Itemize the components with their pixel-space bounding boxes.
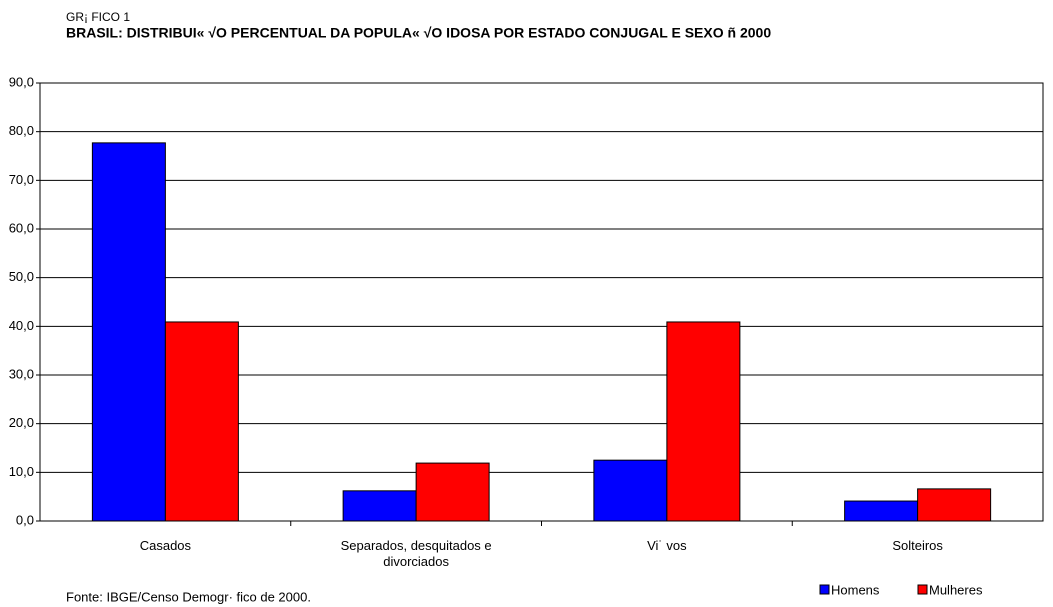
legend-swatch [917,584,928,595]
bar [666,321,741,522]
legend-swatch [819,584,830,595]
bar [917,488,992,522]
y-tick-label: 0,0 [16,512,34,527]
chart-subtitle: GR¡ FICO 1 [66,10,130,24]
bar [844,500,919,522]
y-tick-label: 90,0 [9,74,34,89]
y-tick-label: 20,0 [9,415,34,430]
y-tick-label: 60,0 [9,220,34,235]
chart-title: BRASIL: DISTRIBUI« √O PERCENTUAL DA POPU… [66,25,771,41]
x-tick-label: Casados [139,538,192,553]
bar [342,490,417,522]
x-tick-label: Solteiros [892,538,943,553]
bar [91,142,166,522]
bar [164,321,239,522]
bar [415,462,490,522]
y-tick-label: 10,0 [9,464,34,479]
legend-label: Homens [831,582,880,597]
legend-label: Mulheres [929,582,983,597]
y-tick-label: 40,0 [9,318,34,333]
x-tick-label: Separados, desquitados e divorciados [340,538,492,569]
y-tick-label: 30,0 [9,366,34,381]
x-tick-label: Vi˙ vos [647,538,687,553]
y-tick-label: 80,0 [9,123,34,138]
source-note: Fonte: IBGE/Censo Demogr· fico de 2000. [66,589,311,604]
bar [593,459,668,522]
y-tick-label: 50,0 [9,269,34,284]
y-tick-label: 70,0 [9,172,34,187]
